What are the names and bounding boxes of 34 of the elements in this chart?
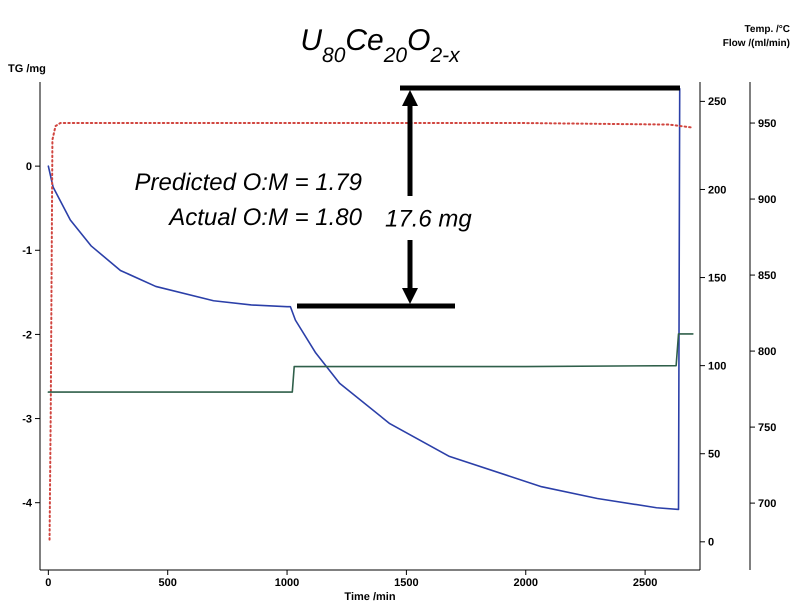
annotation: Predicted O:M = 1.79 xyxy=(134,169,362,196)
y-tick-label: -2 xyxy=(22,329,32,342)
y2-tick-label: 250 xyxy=(708,96,726,108)
x-tick-label: 0 xyxy=(45,577,52,589)
y2-tick-label: 0 xyxy=(708,536,714,549)
y3-axis-title: Temp. /°C xyxy=(744,24,790,35)
x-tick-label: 1500 xyxy=(394,577,419,589)
y2-axis-title: Flow /(ml/min) xyxy=(722,38,790,49)
y2-tick-label: 150 xyxy=(708,272,726,284)
x-axis-title: Time /min xyxy=(344,591,396,603)
x-tick-label: 500 xyxy=(158,577,177,589)
y2-tick-label: 50 xyxy=(708,448,720,461)
y2-tick-label: 100 xyxy=(708,360,726,372)
y-tick-label: -1 xyxy=(22,245,32,258)
annotation: Actual O:M = 1.80 xyxy=(167,204,363,231)
y-tick-label: 0 xyxy=(26,160,32,173)
line-series xyxy=(48,122,694,541)
chart-title: U$_{80}$Ce$_{20}$O$_{2-x}$ xyxy=(300,24,462,66)
y2-tick-label: 200 xyxy=(708,184,726,196)
line-series xyxy=(48,333,694,393)
y-axis-title: TG /mg xyxy=(8,63,46,75)
y3-tick-label: 850 xyxy=(758,270,776,282)
y3-tick-label: 800 xyxy=(758,346,776,358)
y-tick-label: -3 xyxy=(22,413,32,426)
y3-tick-label: 950 xyxy=(758,118,776,130)
line-series xyxy=(48,88,681,510)
x-tick-label: 2000 xyxy=(514,577,538,589)
annotation: 17.6 mg xyxy=(385,205,472,232)
x-tick-label: 1000 xyxy=(274,577,300,589)
y3-tick-label: 700 xyxy=(758,498,776,510)
y-tick-label: -4 xyxy=(22,498,33,510)
y3-tick-label: 900 xyxy=(758,194,776,206)
y3-tick-label: 750 xyxy=(758,422,776,434)
x-tick-label: 2500 xyxy=(632,577,658,589)
